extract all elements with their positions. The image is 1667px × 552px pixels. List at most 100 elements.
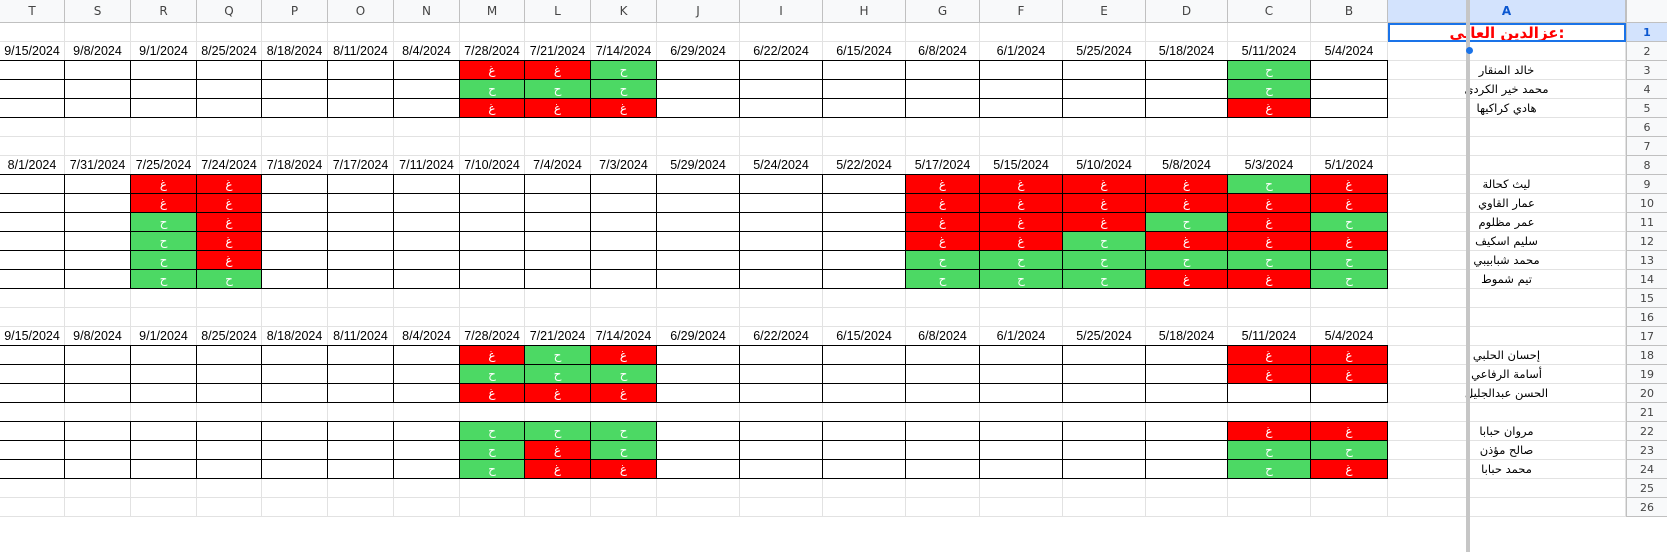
attendance-empty-cell[interactable] xyxy=(459,269,525,289)
attendance-empty-cell[interactable] xyxy=(979,98,1063,118)
grid-cell[interactable] xyxy=(1146,479,1228,498)
attendance-empty-cell[interactable] xyxy=(0,459,65,479)
date-header-cell[interactable]: 5/11/2024 xyxy=(1228,42,1311,61)
attendance-empty-cell[interactable] xyxy=(524,231,591,251)
attendance-empty-cell[interactable] xyxy=(656,212,740,232)
attendance-empty-cell[interactable] xyxy=(1145,98,1228,118)
grid-cell[interactable] xyxy=(131,118,197,137)
date-header-cell[interactable]: 7/14/2024 xyxy=(591,327,657,346)
attendance-empty-cell[interactable] xyxy=(393,383,460,403)
attendance-empty-cell[interactable] xyxy=(261,174,328,194)
attendance-empty-cell[interactable] xyxy=(979,421,1063,441)
column-header-K[interactable]: K xyxy=(591,0,657,23)
attendance-empty-cell[interactable] xyxy=(1062,383,1146,403)
grid-cell[interactable] xyxy=(980,479,1063,498)
attendance-mark-cell[interactable]: ح xyxy=(1310,269,1388,289)
grid-cell[interactable] xyxy=(525,137,591,156)
attendance-empty-cell[interactable] xyxy=(0,345,65,365)
attendance-mark-cell[interactable]: غ xyxy=(1145,174,1228,194)
grid-cell[interactable] xyxy=(131,479,197,498)
date-header-cell[interactable]: 7/4/2024 xyxy=(525,156,591,175)
attendance-empty-cell[interactable] xyxy=(822,440,906,460)
date-header-cell[interactable]: 5/3/2024 xyxy=(1228,156,1311,175)
grid-cell[interactable] xyxy=(197,308,262,327)
attendance-empty-cell[interactable] xyxy=(905,345,980,365)
grid-cell[interactable] xyxy=(980,498,1063,517)
grid-cell[interactable] xyxy=(131,289,197,308)
grid-cell[interactable] xyxy=(1063,308,1146,327)
attendance-mark-cell[interactable]: غ xyxy=(1145,231,1228,251)
attendance-empty-cell[interactable] xyxy=(261,250,328,270)
student-name-cell[interactable]: عمر مظلوم xyxy=(1388,213,1626,232)
attendance-empty-cell[interactable] xyxy=(905,98,980,118)
attendance-mark-cell[interactable]: غ xyxy=(905,193,980,213)
attendance-empty-cell[interactable] xyxy=(327,250,394,270)
attendance-empty-cell[interactable] xyxy=(0,193,65,213)
grid-cell[interactable] xyxy=(1311,118,1388,137)
grid-cell[interactable] xyxy=(0,308,65,327)
attendance-empty-cell[interactable] xyxy=(327,383,394,403)
attendance-mark-cell[interactable]: ح xyxy=(1310,212,1388,232)
attendance-mark-cell[interactable]: ح xyxy=(130,212,197,232)
attendance-mark-cell[interactable]: غ xyxy=(590,98,657,118)
row-header-14[interactable]: 14 xyxy=(1626,270,1667,289)
date-header-cell[interactable]: 9/1/2024 xyxy=(131,327,197,346)
attendance-empty-cell[interactable] xyxy=(459,231,525,251)
attendance-mark-cell[interactable]: غ xyxy=(1227,345,1311,365)
column-header-J[interactable]: J xyxy=(657,0,740,23)
date-header-cell[interactable]: 5/18/2024 xyxy=(1146,327,1228,346)
grid-cell[interactable] xyxy=(1388,118,1626,137)
attendance-mark-cell[interactable]: غ xyxy=(979,212,1063,232)
attendance-empty-cell[interactable] xyxy=(979,345,1063,365)
row-header-9[interactable]: 9 xyxy=(1626,175,1667,194)
attendance-empty-cell[interactable] xyxy=(979,60,1063,80)
attendance-mark-cell[interactable]: ح xyxy=(459,79,525,99)
column-header-F[interactable]: F xyxy=(980,0,1063,23)
attendance-mark-cell[interactable]: ح xyxy=(905,250,980,270)
student-name-cell[interactable]: خالد المنقار xyxy=(1388,61,1626,80)
attendance-mark-cell[interactable]: غ xyxy=(1062,193,1146,213)
grid-cell[interactable] xyxy=(394,23,460,42)
grid-cell[interactable] xyxy=(262,118,328,137)
attendance-empty-cell[interactable] xyxy=(459,250,525,270)
attendance-mark-cell[interactable]: غ xyxy=(590,459,657,479)
attendance-empty-cell[interactable] xyxy=(590,231,657,251)
attendance-empty-cell[interactable] xyxy=(739,193,823,213)
attendance-empty-cell[interactable] xyxy=(64,383,131,403)
attendance-mark-cell[interactable]: ح xyxy=(196,269,262,289)
attendance-empty-cell[interactable] xyxy=(656,364,740,384)
attendance-empty-cell[interactable] xyxy=(261,193,328,213)
attendance-empty-cell[interactable] xyxy=(822,364,906,384)
attendance-empty-cell[interactable] xyxy=(459,174,525,194)
column-header-L[interactable]: L xyxy=(525,0,591,23)
attendance-mark-cell[interactable]: غ xyxy=(1310,459,1388,479)
row-header-15[interactable]: 15 xyxy=(1626,289,1667,308)
sheet-title-cell[interactable]: عزالدين العاني: xyxy=(1388,23,1626,42)
attendance-empty-cell[interactable] xyxy=(261,212,328,232)
grid-cell[interactable] xyxy=(1146,403,1228,422)
grid-cell[interactable] xyxy=(197,118,262,137)
grid-cell[interactable] xyxy=(1228,137,1311,156)
attendance-mark-cell[interactable]: ح xyxy=(524,364,591,384)
attendance-empty-cell[interactable] xyxy=(739,440,823,460)
attendance-empty-cell[interactable] xyxy=(0,250,65,270)
date-header-cell[interactable]: 6/15/2024 xyxy=(823,327,906,346)
attendance-empty-cell[interactable] xyxy=(327,459,394,479)
attendance-empty-cell[interactable] xyxy=(822,269,906,289)
grid-cell[interactable] xyxy=(328,403,394,422)
date-header-cell[interactable]: 7/28/2024 xyxy=(460,42,525,61)
attendance-empty-cell[interactable] xyxy=(0,364,65,384)
grid-cell[interactable] xyxy=(1311,479,1388,498)
attendance-mark-cell[interactable]: غ xyxy=(524,60,591,80)
attendance-empty-cell[interactable] xyxy=(0,421,65,441)
date-header-cell[interactable]: 7/21/2024 xyxy=(525,327,591,346)
attendance-mark-cell[interactable]: غ xyxy=(1310,174,1388,194)
attendance-empty-cell[interactable] xyxy=(656,193,740,213)
grid-cell[interactable] xyxy=(65,118,131,137)
attendance-empty-cell[interactable] xyxy=(590,212,657,232)
grid-cell[interactable] xyxy=(1063,498,1146,517)
grid-cell[interactable] xyxy=(1063,23,1146,42)
attendance-mark-cell[interactable]: ح xyxy=(524,79,591,99)
attendance-empty-cell[interactable] xyxy=(196,60,262,80)
grid-cell[interactable] xyxy=(460,403,525,422)
